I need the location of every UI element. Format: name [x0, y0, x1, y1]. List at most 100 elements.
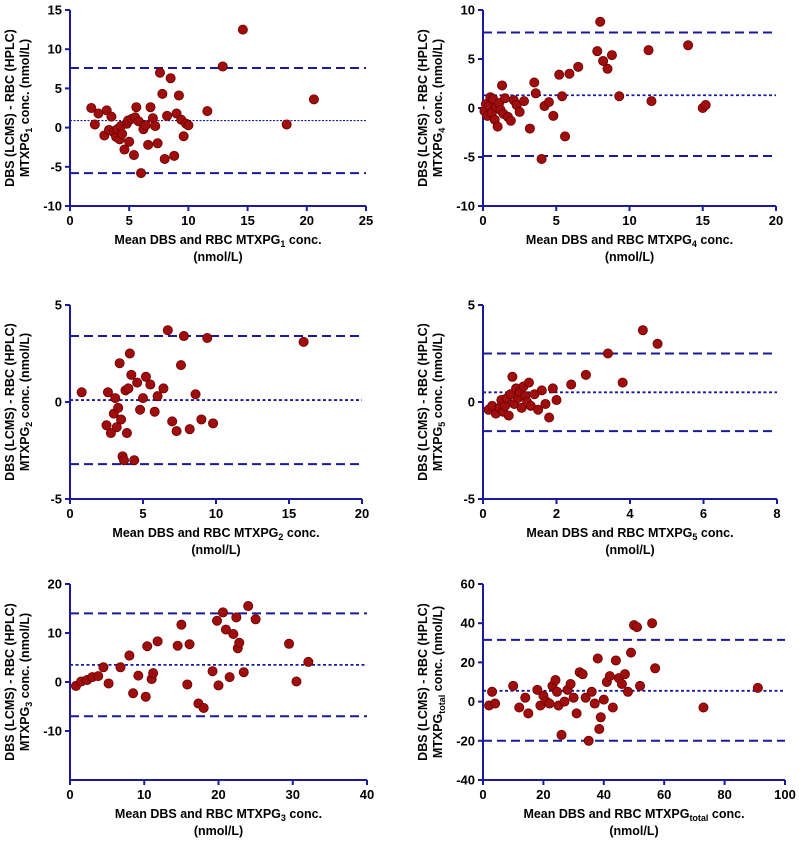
y-tick-label: 60 — [461, 577, 475, 592]
x-tick-label: 0 — [479, 213, 486, 228]
data-point — [121, 428, 132, 439]
x-axis-title-main: Mean DBS and RBC MTXPG — [114, 233, 280, 247]
data-point — [607, 702, 618, 713]
x-tick-label: 60 — [657, 787, 671, 802]
y-axis-title-subscript: 2 — [24, 422, 34, 427]
data-point — [589, 698, 600, 709]
x-tick-label: 2 — [553, 506, 560, 521]
data-point — [505, 115, 516, 126]
data-point — [124, 136, 135, 147]
y-tick-label: 5 — [55, 81, 62, 96]
data-point — [124, 348, 135, 359]
y-tick-label: 10 — [461, 3, 475, 18]
data-point — [150, 121, 161, 132]
x-axis-title-main: Mean DBS and RBC MTXPG — [115, 807, 281, 821]
data-point — [111, 422, 122, 433]
data-point — [602, 348, 613, 359]
y-axis-title-line2: MTXPG4 conc. (nmol/L) — [431, 39, 447, 177]
data-point — [115, 662, 126, 673]
y-tick-label: -5 — [50, 492, 62, 507]
data-point — [308, 94, 319, 105]
data-point — [577, 669, 588, 680]
data-point — [637, 325, 648, 336]
data-point — [635, 680, 646, 691]
y-axis-title-subscript: 4 — [437, 128, 447, 133]
data-point — [207, 666, 218, 677]
y-axis-title-subscript: 1 — [24, 128, 34, 133]
data-point — [140, 371, 151, 382]
data-point — [580, 369, 591, 380]
x-tick-label: 4 — [626, 506, 634, 521]
x-axis-title-subscript: 3 — [281, 813, 286, 823]
data-point — [530, 88, 541, 99]
data-point — [178, 331, 189, 342]
data-point — [103, 678, 114, 689]
data-point — [143, 139, 154, 150]
y-axis-title-line2: MTXPG5 conc. (nmol/L) — [431, 333, 447, 471]
data-point — [137, 393, 148, 404]
x-axis-title-units: (nmol/L) — [605, 250, 654, 264]
x-tick-label: 5 — [553, 213, 560, 228]
x-axis-title: Mean DBS and RBC MTXPG5 conc. — [526, 526, 733, 542]
data-point — [625, 647, 636, 658]
data-point — [217, 61, 228, 72]
data-point — [499, 93, 510, 104]
data-point — [616, 678, 627, 689]
data-point — [202, 106, 213, 117]
y-tick-label: 0 — [468, 694, 475, 709]
data-point — [592, 653, 603, 664]
y-axis-title-unit: conc. (nmol/L) — [431, 606, 445, 695]
data-point — [128, 150, 139, 161]
data-point — [114, 358, 125, 369]
y-axis-title-subscript: total — [437, 695, 447, 714]
data-point — [183, 120, 194, 131]
data-point — [550, 675, 561, 686]
data-point — [126, 369, 137, 380]
x-tick-label: 10 — [622, 213, 636, 228]
data-point — [544, 412, 555, 423]
data-point — [492, 121, 503, 132]
data-point — [119, 455, 130, 466]
data-point — [536, 385, 547, 396]
data-point — [133, 670, 144, 681]
x-tick-label: 0 — [479, 787, 486, 802]
data-point — [93, 108, 104, 119]
data-point — [598, 694, 609, 705]
data-point — [548, 110, 559, 121]
data-point — [571, 708, 582, 719]
data-point — [598, 55, 609, 66]
data-point — [646, 96, 657, 107]
data-point — [152, 138, 163, 149]
data-point — [606, 50, 617, 61]
x-axis-title-units: (nmol/L) — [193, 250, 242, 264]
data-point — [490, 698, 501, 709]
data-point — [86, 103, 97, 114]
x-axis-title-unit: conc. — [708, 807, 744, 821]
data-point — [198, 702, 209, 713]
data-point — [583, 735, 594, 746]
data-point — [595, 712, 606, 723]
y-tick-label: 20 — [461, 655, 475, 670]
x-tick-label: 100 — [774, 787, 796, 802]
data-point — [514, 106, 525, 117]
data-point — [580, 692, 591, 703]
data-point — [592, 46, 603, 57]
data-point — [149, 406, 160, 417]
data-point — [162, 110, 173, 121]
data-point — [145, 379, 156, 390]
x-axis-title-units: (nmol/L) — [605, 543, 654, 557]
x-tick-label: 20 — [300, 213, 314, 228]
data-point — [119, 144, 130, 155]
data-point — [619, 669, 630, 680]
x-axis-title-units: (nmol/L) — [191, 543, 240, 557]
data-point — [148, 668, 159, 679]
data-point — [93, 671, 104, 682]
data-point — [157, 88, 168, 99]
x-tick-label: 10 — [209, 506, 223, 521]
x-axis-title-subscript: 5 — [692, 532, 697, 542]
data-point — [224, 672, 235, 683]
x-tick-label: 0 — [66, 506, 73, 521]
data-point — [617, 377, 628, 388]
